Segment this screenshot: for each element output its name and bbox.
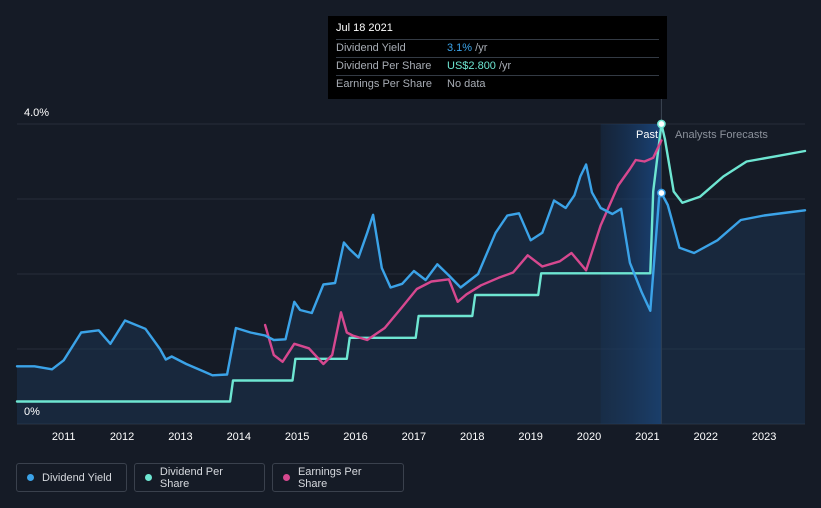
tooltip-value: 3.1% [447,42,473,54]
legend-dividend-yield[interactable]: Dividend Yield [16,463,127,492]
legend-label: Dividend Per Share [159,465,223,490]
dividend-yield-marker [657,188,666,198]
x-tick-label: 2016 [343,431,367,443]
tooltip-unit: /yr [472,42,488,54]
x-tick-label: 2021 [635,431,659,443]
earnings-per-share-line [263,139,663,366]
dividend-per-share-line [15,122,807,403]
legend-dot-icon [27,474,34,481]
legend-earnings-per-share[interactable]: Earnings Per Share [272,463,404,492]
tooltip-label: Dividend Per Share [336,60,432,72]
tooltip-value: No data [447,78,486,90]
x-axis: 2011 2012 2013 2014 2015 2016 2017 2018 2019 2020… [52,431,777,443]
tooltip-label: Dividend Yield [336,42,406,54]
x-tick-label: 2018 [460,431,484,443]
x-tick-label: 2017 [402,431,426,443]
tooltip-date: Jul 18 2021 [336,22,659,40]
x-tick-label: 2011 [52,431,76,443]
x-tick-label: 2023 [752,431,776,443]
y-tick-label: 0% [24,406,40,418]
series-lines [15,122,807,403]
tooltip-value: US$2.800 [447,60,496,72]
tooltip-row-earnings-per-share: Earnings Per Share No data [336,76,659,93]
x-tick-label: 2019 [518,431,542,443]
past-label: Past [636,129,659,141]
tooltip-row-dividend-yield: Dividend Yield 3.1% /yr [336,40,659,58]
hover-tooltip: Jul 18 2021 Dividend Yield 3.1% /yr Divi… [328,16,667,99]
x-tick-label: 2020 [577,431,601,443]
dividend-yield-line [15,163,807,377]
legend-dividend-per-share[interactable]: Dividend Per Share [134,463,265,492]
x-tick-label: 2013 [168,431,192,443]
y-axis: 4.0% 0% [24,107,49,418]
tooltip-row-dividend-per-share: Dividend Per Share US$2.800 /yr [336,58,659,76]
dividend-per-share-marker [657,119,666,129]
x-tick-label: 2015 [285,431,309,443]
x-tick-label: 2014 [227,431,251,443]
legend-dot-icon [283,474,290,481]
forecast-label: Analysts Forecasts [675,129,768,141]
x-tick-label: 2022 [694,431,718,443]
tooltip-label: Earnings Per Share [336,78,432,90]
x-tick-label: 2012 [110,431,134,443]
tooltip-unit: /yr [495,60,512,72]
y-tick-label: 4.0% [24,107,49,119]
legend-label: Dividend Yield [42,471,112,484]
legend-dot-icon [145,474,152,481]
hover-markers [657,119,666,198]
legend-label: Earnings Per Share [297,465,362,490]
